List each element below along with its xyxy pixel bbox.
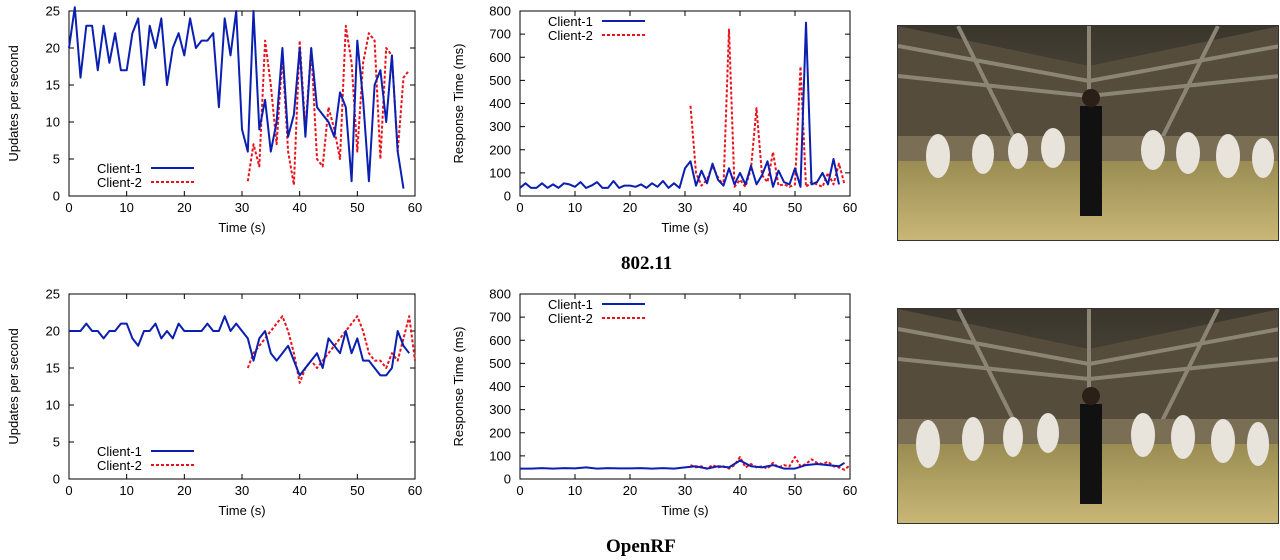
y-tick-label: 15 — [46, 78, 60, 93]
y-tick-label: 0 — [504, 472, 511, 487]
x-tick-label: 40 — [292, 483, 306, 498]
video-frame-top — [897, 25, 1279, 241]
x-tick-label: 50 — [350, 200, 364, 215]
x-axis-label: Time (s) — [218, 503, 265, 518]
x-tick-label: 50 — [350, 483, 364, 498]
y-tick-label: 700 — [489, 27, 511, 42]
x-tick-label: 60 — [843, 483, 857, 498]
chart-1: 0 10 20 30 40 50 60 0 5 10 15 20 25 Time (s) Updates p… — [6, 4, 422, 236]
y-tick-label: 5 — [53, 435, 60, 450]
y-tick-label: 400 — [489, 379, 511, 394]
y-tick-label: 5 — [53, 152, 60, 167]
x-axis-label: Time (s) — [661, 220, 708, 235]
x-tick-label: 40 — [733, 200, 747, 215]
x-tick-label: 50 — [788, 200, 802, 215]
x-tick-label: 30 — [678, 483, 692, 498]
x-tick-label: 20 — [623, 483, 637, 498]
y-tick-label: 500 — [489, 356, 511, 371]
x-tick-label: 50 — [788, 483, 802, 498]
series-line-client-1 — [519, 21, 840, 189]
y-tick-label: 600 — [489, 50, 511, 65]
y-tick-label: 800 — [489, 287, 511, 302]
y-tick-label: 25 — [46, 287, 60, 302]
y-tick-label: 25 — [46, 4, 60, 19]
legend-label: Client-2 — [97, 175, 142, 190]
series-line-client-1 — [69, 315, 410, 377]
y-tick-label: 0 — [53, 472, 60, 487]
y-tick-label: 20 — [46, 324, 60, 339]
y-tick-label: 500 — [489, 73, 511, 88]
legend-label: Client-2 — [548, 311, 593, 326]
x-tick-label: 0 — [65, 483, 72, 498]
x-tick-label: 40 — [733, 483, 747, 498]
series-line-client-2 — [246, 315, 416, 384]
y-tick-label: 15 — [46, 361, 60, 376]
legend-label: Client-2 — [97, 458, 142, 473]
x-tick-label: 60 — [843, 200, 857, 215]
legend-label: Client-1 — [548, 14, 593, 29]
series-line-client-1 — [68, 6, 405, 189]
x-tick-label: 10 — [568, 200, 582, 215]
x-tick-label: 10 — [568, 483, 582, 498]
x-tick-label: 20 — [623, 200, 637, 215]
legend-label: Client-1 — [97, 444, 142, 459]
y-axis-label: Response Time (ms) — [451, 327, 466, 447]
x-tick-label: 60 — [408, 483, 422, 498]
x-tick-label: 30 — [235, 200, 249, 215]
y-axis-label: Response Time (ms) — [451, 44, 466, 164]
x-tick-label: 30 — [678, 200, 692, 215]
chart-2: 0 10 20 30 40 50 600100200300400500600700800Ti… — [451, 4, 857, 236]
chart-4: 0 10 20 30 40 50 600100200300400500600700800Ti… — [451, 287, 857, 519]
y-tick-label: 100 — [489, 448, 511, 463]
y-tick-label: 0 — [504, 189, 511, 204]
x-tick-label: 30 — [235, 483, 249, 498]
y-tick-label: 700 — [489, 310, 511, 325]
y-tick-label: 600 — [489, 333, 511, 348]
legend-label: Client-1 — [97, 161, 142, 176]
y-tick-label: 800 — [489, 4, 511, 19]
x-tick-label: 0 — [65, 200, 72, 215]
x-tick-label: 10 — [119, 483, 133, 498]
x-tick-label: 20 — [177, 200, 191, 215]
x-axis-label: Time (s) — [218, 220, 265, 235]
x-tick-label: 20 — [177, 483, 191, 498]
y-tick-label: 400 — [489, 96, 511, 111]
video-frame-bottom — [897, 308, 1279, 524]
legend-label: Client-1 — [548, 297, 593, 312]
group-title-802-11: 802.11 — [621, 253, 673, 274]
x-tick-label: 0 — [516, 200, 523, 215]
y-axis-label: Updates per second — [6, 328, 21, 444]
y-axis-label: Updates per second — [6, 45, 21, 161]
x-tick-label: 10 — [119, 200, 133, 215]
x-tick-label: 60 — [408, 200, 422, 215]
y-tick-label: 300 — [489, 402, 511, 417]
y-tick-label: 200 — [489, 425, 511, 440]
y-tick-label: 200 — [489, 142, 511, 157]
y-tick-label: 10 — [46, 398, 60, 413]
x-tick-label: 0 — [516, 483, 523, 498]
x-axis-label: Time (s) — [661, 503, 708, 518]
y-tick-label: 20 — [46, 41, 60, 56]
y-tick-label: 0 — [53, 189, 60, 204]
series-line-client-1 — [520, 459, 846, 470]
series-line-client-2 — [246, 24, 410, 186]
chart-3: 0 10 20 30 40 50 60 0 5 10 15 20 25 Time (s) Updates p… — [6, 287, 422, 519]
legend-label: Client-2 — [548, 28, 593, 43]
y-tick-label: 100 — [489, 165, 511, 180]
group-title-openrf: OpenRF — [606, 536, 676, 557]
y-tick-label: 300 — [489, 119, 511, 134]
x-tick-label: 40 — [292, 200, 306, 215]
y-tick-label: 10 — [46, 115, 60, 130]
